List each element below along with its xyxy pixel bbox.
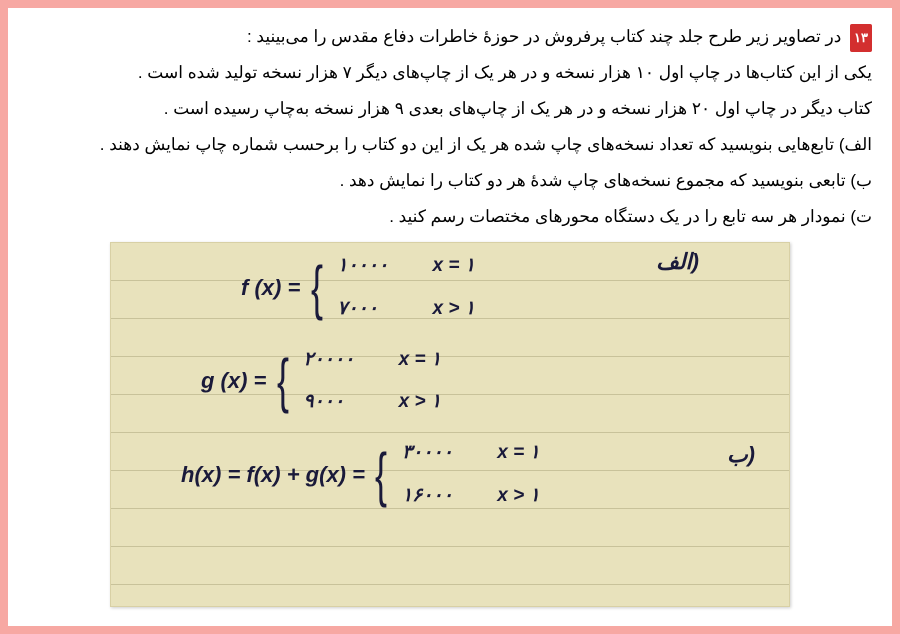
function-g-cases: ۲۰۰۰۰ x = ۱ ۹۰۰۰ x > ۱ xyxy=(303,349,441,415)
beh-label: ب) xyxy=(727,442,755,468)
f-case2-cond: x > ۱ xyxy=(433,298,475,321)
text-line-1: در تصاویر زیر طرح جلد چند کتاب پرفروش در… xyxy=(247,27,841,46)
f-case1-value: ۱۰۰۰۰ xyxy=(337,255,407,278)
f-case-1: ۱۰۰۰۰ x = ۱ xyxy=(337,255,475,278)
brace-icon: { xyxy=(311,258,323,318)
h-case-2: ۱۶۰۰۰ x > ۱ xyxy=(402,485,540,508)
question-number-badge: ۱۳ xyxy=(850,24,872,52)
function-h-block: h(x) = f(x) + g(x) = { ۳۰۰۰۰ x = ۱ ب) ۱۶… xyxy=(181,442,759,508)
f-case-2: ۷۰۰۰ x > ۱ xyxy=(337,298,475,321)
brace-icon: { xyxy=(277,351,289,411)
f-case2-value: ۷۰۰۰ xyxy=(337,298,407,321)
g-case2-cond: x > ۱ xyxy=(399,391,441,414)
function-g-block: g (x) = { ۲۰۰۰۰ x = ۱ ۹۰۰۰ x > ۱ xyxy=(201,349,759,415)
notebook-answer-area: الف) f (x) = { ۱۰۰۰۰ x = ۱ ۷۰۰۰ x > ۱ g … xyxy=(110,242,790,607)
brace-icon: { xyxy=(375,445,387,505)
g-case1-cond: x = ۱ xyxy=(399,349,441,372)
text-line-4: الف) تابع‌هایی بنویسید که تعداد نسخه‌های… xyxy=(28,128,872,162)
text-line-3: کتاب دیگر در چاپ اول ۲۰ هزار نسخه و در ه… xyxy=(28,92,872,126)
function-f-cases: ۱۰۰۰۰ x = ۱ ۷۰۰۰ x > ۱ xyxy=(337,255,475,321)
g-case-2: ۹۰۰۰ x > ۱ xyxy=(303,391,441,414)
text-line-6: ت) نمودار هر سه تابع را در یک دستگاه محو… xyxy=(28,200,872,234)
function-f-block: f (x) = { ۱۰۰۰۰ x = ۱ ۷۰۰۰ x > ۱ xyxy=(241,255,759,321)
page-container: ۱۳ در تصاویر زیر طرح جلد چند کتاب پرفروش… xyxy=(8,8,892,626)
g-case-1: ۲۰۰۰۰ x = ۱ xyxy=(303,349,441,372)
g-case2-value: ۹۰۰۰ xyxy=(303,391,373,414)
function-h-name: h(x) = f(x) + g(x) = xyxy=(181,462,365,488)
h-case1-value: ۳۰۰۰۰ xyxy=(402,442,472,465)
h-case2-cond: x > ۱ xyxy=(497,485,539,508)
function-g-name: g (x) = xyxy=(201,368,266,394)
h-case2-value: ۱۶۰۰۰ xyxy=(402,485,472,508)
h-case-1: ۳۰۰۰۰ x = ۱ ب) xyxy=(402,442,540,465)
text-line-2: یکی از این کتاب‌ها در چاپ اول ۱۰ هزار نس… xyxy=(28,56,872,90)
question-text-block: ۱۳ در تصاویر زیر طرح جلد چند کتاب پرفروش… xyxy=(28,20,872,234)
question-line-1: ۱۳ در تصاویر زیر طرح جلد چند کتاب پرفروش… xyxy=(28,20,872,54)
f-case1-cond: x = ۱ xyxy=(433,255,475,278)
text-line-5: ب) تابعی بنویسید که مجموع نسخه‌های چاپ ش… xyxy=(28,164,872,198)
function-h-cases: ۳۰۰۰۰ x = ۱ ب) ۱۶۰۰۰ x > ۱ xyxy=(402,442,540,508)
h-case1-cond: x = ۱ xyxy=(497,442,539,465)
g-case1-value: ۲۰۰۰۰ xyxy=(303,349,373,372)
function-f-name: f (x) = xyxy=(241,275,300,301)
